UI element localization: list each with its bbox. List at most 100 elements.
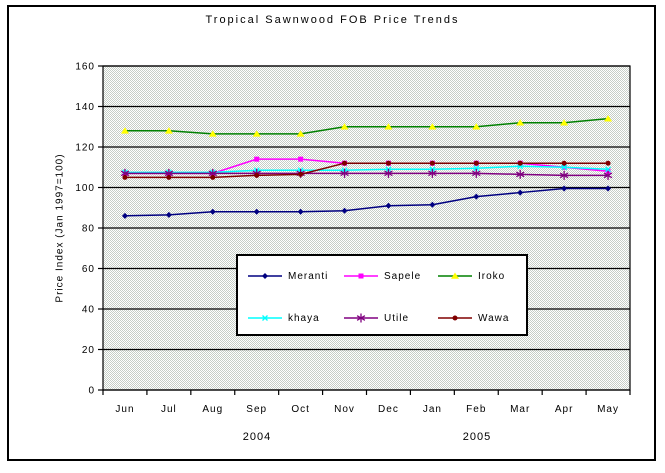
- x-tick-label-Apr: Apr: [555, 404, 574, 415]
- series-line-khaya: [124, 165, 609, 174]
- marker-diamond: [262, 273, 268, 279]
- legend-item-Wawa: Wawa: [438, 310, 509, 326]
- marker-triangle: [516, 119, 525, 126]
- marker-diamond: [121, 212, 128, 219]
- x-tick-label-Sep: Sep: [246, 404, 267, 415]
- y-tick-label-100: 100: [75, 183, 95, 194]
- y-tick-label-40: 40: [82, 305, 95, 316]
- marker-triangle: [384, 123, 393, 130]
- legend-marker-Iroko: [438, 272, 472, 279]
- series-line-Meranti: [124, 187, 609, 217]
- x-tick-label-Feb: Feb: [466, 404, 486, 415]
- marker-triangle: [252, 130, 261, 137]
- x-tick-label-Jun: Jun: [115, 404, 134, 415]
- marker-asterisk: [356, 315, 366, 321]
- marker-triangle: [340, 123, 349, 130]
- legend-item-Sapele: Sapele: [344, 268, 421, 284]
- marker-circle: [122, 174, 128, 180]
- year-label-2005: 2005: [463, 431, 491, 443]
- legend-marker-glyph-Iroko: [451, 272, 459, 279]
- marker-asterisk: [340, 170, 349, 177]
- marker-triangle: [164, 127, 173, 134]
- marker-triangle: [560, 119, 569, 126]
- x-tick-label-Nov: Nov: [334, 404, 355, 415]
- marker-circle: [429, 160, 435, 166]
- series-Meranti: [121, 185, 612, 219]
- marker-circle: [166, 174, 172, 180]
- x-tick-label-Jul: Jul: [161, 404, 177, 415]
- y-tick-label-160: 160: [75, 62, 95, 73]
- series-Wawa: [122, 160, 611, 180]
- marker-diamond: [517, 189, 524, 196]
- marker-circle: [452, 315, 458, 321]
- marker-diamond: [209, 208, 216, 215]
- y-tick-label-80: 80: [82, 224, 95, 235]
- marker-asterisk: [428, 170, 437, 177]
- legend-marker-Utile: [344, 313, 378, 323]
- legend-label-khaya: khaya: [288, 312, 320, 324]
- marker-asterisk: [515, 171, 525, 178]
- marker-square: [358, 273, 364, 279]
- year-label-2004: 2004: [243, 431, 271, 443]
- marker-triangle: [120, 127, 129, 134]
- legend-label-Meranti: Meranti: [288, 270, 329, 282]
- legend-item-Utile: Utile: [344, 310, 409, 326]
- series-Iroko: [120, 115, 613, 137]
- marker-circle: [385, 160, 391, 166]
- x-axis: Jun Jul Aug Sep Oct Nov Dec Jan Feb Mar Apr May 2004…: [102, 390, 631, 443]
- marker-x: [473, 165, 480, 172]
- marker-diamond: [605, 185, 612, 192]
- legend-marker-glyph-Wawa: [452, 315, 458, 321]
- marker-asterisk: [472, 170, 481, 177]
- marker-circle: [517, 160, 523, 166]
- series-line-Utile: [124, 172, 609, 177]
- x-tick-label-Jan: Jan: [423, 404, 442, 415]
- marker-diamond: [385, 202, 392, 209]
- marker-square: [254, 156, 260, 162]
- legend-item-Meranti: Meranti: [248, 268, 328, 284]
- y-tick-label-120: 120: [75, 143, 95, 154]
- chart-title: Tropical Sawnwood FOB Price Trends: [205, 14, 460, 26]
- y-tick-label-20: 20: [82, 345, 95, 356]
- legend-marker-Meranti: [248, 273, 282, 279]
- marker-circle: [605, 160, 611, 166]
- marker-diamond: [165, 211, 172, 218]
- legend-marker-Wawa: [438, 315, 472, 321]
- y-tick-label-60: 60: [82, 264, 95, 275]
- marker-circle: [210, 174, 216, 180]
- marker-circle: [254, 172, 260, 178]
- marker-triangle: [451, 272, 459, 279]
- marker-circle: [298, 171, 304, 177]
- x-tick-label-Dec: Dec: [378, 404, 399, 415]
- legend-marker-glyph-Sapele: [358, 273, 364, 279]
- marker-triangle: [428, 123, 437, 130]
- legend-marker-glyph-khaya: [262, 315, 268, 321]
- marker-asterisk: [164, 170, 174, 177]
- series-line-Iroko: [124, 117, 609, 135]
- marker-x: [262, 315, 268, 321]
- legend-label-Sapele: Sapele: [384, 270, 422, 282]
- marker-asterisk: [120, 170, 130, 177]
- y-axis: 0 20 40 60 80 100 120 140 160: [75, 62, 103, 397]
- x-tick-label-Oct: Oct: [291, 404, 310, 415]
- y-tick-label-0: 0: [88, 386, 95, 397]
- marker-triangle: [472, 123, 481, 130]
- marker-triangle: [208, 130, 217, 137]
- y-tick-label-140: 140: [75, 102, 95, 113]
- legend-marker-khaya: [248, 315, 282, 321]
- legend-marker-glyph-Utile: [356, 313, 366, 323]
- marker-diamond: [341, 207, 348, 214]
- marker-x: [605, 166, 612, 173]
- marker-square: [298, 156, 304, 162]
- legend-label-Wawa: Wawa: [478, 312, 510, 324]
- legend: Meranti Sapele Iroko khaya Utile Wawa: [236, 254, 528, 336]
- legend-label-Iroko: Iroko: [478, 270, 506, 282]
- marker-asterisk: [603, 172, 613, 179]
- legend-marker-glyph-Meranti: [262, 273, 268, 279]
- marker-asterisk: [384, 170, 393, 177]
- series-line-Wawa: [124, 162, 609, 179]
- marker-x: [561, 164, 568, 171]
- marker-asterisk: [208, 170, 218, 177]
